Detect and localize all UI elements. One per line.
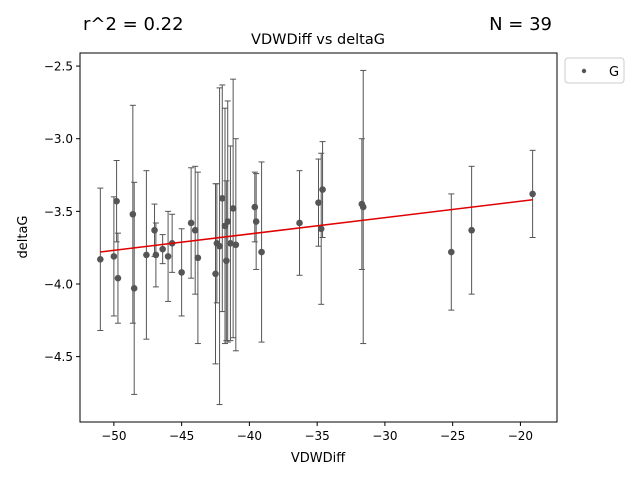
data-point — [159, 245, 166, 253]
data-point — [224, 218, 232, 225]
data-point — [359, 203, 367, 211]
data-point — [212, 270, 219, 278]
data-point — [296, 219, 303, 227]
data-point — [130, 285, 138, 292]
y-tick-label: −4.0 — [44, 277, 73, 291]
data-point — [164, 253, 172, 260]
data-point — [448, 248, 455, 256]
data-point — [143, 251, 150, 259]
data-point — [227, 240, 234, 247]
data-point — [258, 248, 265, 256]
data-point — [317, 225, 325, 233]
y-tick-label: −3.0 — [44, 132, 73, 146]
data-point — [319, 186, 326, 193]
data-point — [252, 218, 260, 225]
legend-marker — [581, 68, 587, 74]
n-count-annotation: N = 39 — [489, 14, 552, 35]
x-tick-label: −45 — [169, 429, 194, 443]
plot-area — [97, 69, 536, 406]
data-point — [151, 226, 158, 234]
y-tick-label: −4.5 — [44, 350, 73, 364]
data-point — [529, 190, 536, 198]
data-point — [113, 197, 120, 205]
x-axis: −50 −45 −40 −35 −30 −25 −20 — [101, 422, 533, 443]
r-squared-annotation: r^2 = 0.22 — [83, 14, 184, 35]
data-point — [97, 255, 104, 263]
x-tick-label: −50 — [101, 429, 126, 443]
data-point — [315, 199, 322, 206]
data-point — [251, 203, 259, 211]
y-tick-label: −2.5 — [44, 60, 73, 74]
data-point — [218, 194, 226, 202]
data-point — [232, 241, 240, 249]
chart-title: VDWDiff vs deltaG — [251, 32, 385, 48]
x-tick-label: −40 — [237, 429, 262, 443]
data-point — [194, 254, 202, 262]
legend: G — [564, 57, 625, 84]
data-point — [191, 226, 199, 234]
y-axis: −2.5 −3.0 −3.5 −4.0 −4.5 — [44, 60, 80, 364]
x-tick-label: −20 — [508, 429, 533, 443]
regression-line — [100, 198, 533, 253]
data-point — [468, 226, 475, 234]
legend-label-g: G — [609, 65, 619, 80]
x-tick-label: −25 — [440, 429, 465, 443]
data-point — [216, 242, 223, 250]
y-axis-label: deltaG — [16, 216, 31, 259]
data-point — [152, 251, 160, 259]
data-point — [129, 210, 137, 218]
x-tick-label: −35 — [304, 429, 329, 443]
y-tick-label: −3.5 — [44, 205, 73, 219]
legend-box — [564, 57, 625, 84]
x-axis-label: VDWDiff — [291, 451, 346, 466]
data-point — [114, 274, 122, 282]
x-tick-label: −30 — [372, 429, 397, 443]
data-point — [187, 219, 195, 227]
data-point — [229, 205, 237, 212]
axes-frame — [79, 52, 558, 423]
data-point — [178, 269, 185, 276]
data-point — [223, 257, 230, 265]
data-point — [110, 253, 118, 260]
